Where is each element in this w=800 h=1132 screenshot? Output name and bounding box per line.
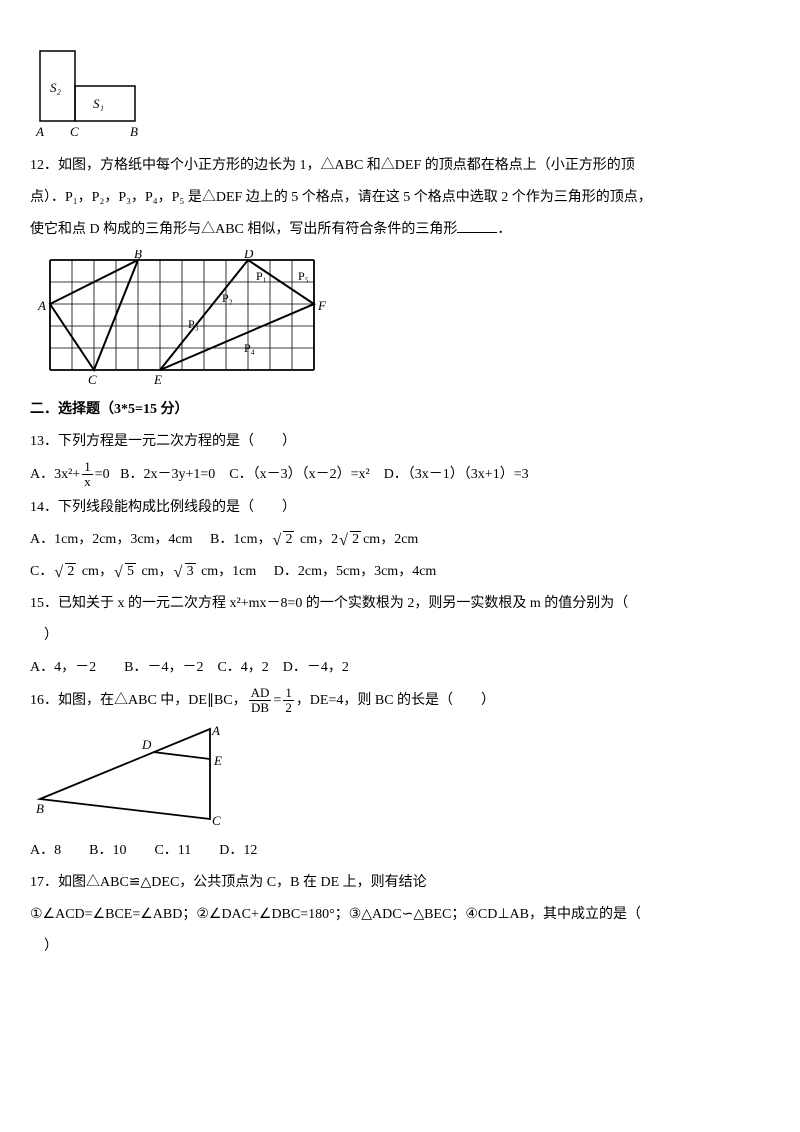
- section2-title: 二．选择题（3*5=15 分）: [30, 396, 770, 424]
- q15-text-b: ）: [30, 628, 58, 643]
- q16-f2n: 1: [283, 686, 294, 701]
- lbl-P1: P₁: [256, 269, 267, 283]
- q14-B-post: cm，2cm: [363, 532, 418, 547]
- q13-b: B．2x－3y+1=0: [120, 467, 215, 482]
- q12-text-d: ．: [497, 222, 511, 237]
- q16-text-b: ，DE=4，则 BC 的长是（ ）: [296, 693, 495, 708]
- lbl-D: D: [243, 250, 254, 261]
- q14-opts-ab: A．1cm，2cm，3cm，4cm B．1cm，2 cm，22cm，2cm: [30, 526, 770, 554]
- q17-line2: ①∠ACD=∠BCE=∠ABD；②∠DAC+∠DBC=180°；③△ADC∽△B…: [30, 901, 770, 929]
- q15-line1: 15．已知关于 x 的一元二次方程 x²+mx－8=0 的一个实数根为 2，则另…: [30, 590, 770, 618]
- q16-text-a: 如图，在△ABC 中，DE∥BC，: [58, 693, 247, 708]
- lbl-P4: P₄: [244, 341, 255, 355]
- q13-stem: 13．下列方程是一元二次方程的是（ ）: [30, 428, 770, 456]
- lbl-B: B: [36, 801, 44, 816]
- q14-num: 14．: [30, 500, 58, 515]
- q12-line3: 使它和点 D 构成的三角形与△ABC 相似，写出所有符合条件的三角形 ．: [30, 216, 770, 244]
- q13-num: 13．: [30, 434, 58, 449]
- q14-A: A．1cm，2cm，3cm，4cm: [30, 532, 193, 547]
- q15-opts-text: A．4，－2 B．－4，－2 C．4，2 D．－4，2: [30, 660, 349, 675]
- q13-opts: A．3x²+1x=0 B．2x－3y+1=0 C．（x－3）（x－2）=x² D…: [30, 460, 770, 490]
- q16-frac1: ADDB: [249, 686, 272, 716]
- q14-stem: 14．下列线段能构成比例线段的是（ ）: [30, 494, 770, 522]
- q13-c: C．（x－3）（x－2）=x²: [229, 467, 369, 482]
- q17-line1: 17．如图△ABC≌△DEC，公共顶点为 C，B 在 DE 上，则有结论: [30, 869, 770, 897]
- label-b: B: [130, 124, 138, 139]
- q17-text-b: ①∠ACD=∠BCE=∠ABD；②∠DAC+∠DBC=180°；③△ADC∽△B…: [30, 907, 655, 922]
- lbl-P2: P₂: [222, 291, 233, 305]
- sqrt-icon: 2: [55, 558, 76, 586]
- label-a: A: [35, 124, 44, 139]
- q14-c-r5: 5: [125, 563, 136, 579]
- q16-f2d: 2: [283, 701, 294, 715]
- q14-b-r2b: 2: [350, 531, 361, 547]
- lbl-A: A: [211, 723, 220, 738]
- q14-C-m1: cm，: [78, 564, 113, 579]
- lbl-C: C: [212, 813, 221, 828]
- label-s1: S₁: [93, 96, 104, 111]
- q12-text-c: 使它和点 D 构成的三角形与△ABC 相似，写出所有符合条件的三角形: [30, 222, 457, 237]
- q15-opts: A．4，－2 B．－4，－2 C．4，2 D．－4，2: [30, 654, 770, 682]
- figure-s1-s2: S₂ S₁ A C B: [30, 46, 160, 146]
- q14-text: 下列线段能构成比例线段的是（ ）: [58, 500, 296, 515]
- figure-q16-triangle: A B C D E: [30, 721, 250, 831]
- q12-line2: 点）．P₁，P₂，P₃，P₄，P₅ 是△DEF 边上的 5 个格点，请在这 5 …: [30, 184, 770, 212]
- q14-C-m3: cm，1cm: [198, 564, 257, 579]
- q16-eq: =: [273, 693, 281, 708]
- q13-text: 下列方程是一元二次方程的是（ ）: [58, 434, 296, 449]
- lbl-P3: P₃: [188, 317, 199, 331]
- q12-num: 12．: [30, 158, 58, 173]
- q16-frac2: 12: [283, 686, 294, 716]
- lbl-A: A: [37, 298, 46, 313]
- q14-C-pre: C．: [30, 564, 53, 579]
- sqrt-icon: 5: [115, 558, 136, 586]
- lbl-C: C: [88, 372, 97, 387]
- q15-num: 15．: [30, 596, 58, 611]
- label-c: C: [70, 124, 79, 139]
- q17-text-c: ）: [30, 939, 58, 954]
- q14-B-mid: cm，2: [296, 532, 338, 547]
- q17-text-a: 如图△ABC≌△DEC，公共顶点为 C，B 在 DE 上，则有结论: [58, 875, 427, 890]
- lbl-F: F: [317, 298, 327, 313]
- sqrt-icon: 2: [340, 526, 361, 554]
- q14-b-r2a: 2: [283, 531, 294, 547]
- lbl-D: D: [141, 737, 152, 752]
- lbl-E: E: [153, 372, 162, 387]
- q15-text-a: 已知关于 x 的一元二次方程 x²+mx－8=0 的一个实数根为 2，则另一实数…: [58, 596, 642, 611]
- sqrt-icon: 2: [273, 526, 294, 554]
- q16-num: 16．: [30, 693, 58, 708]
- q13-frac: 1x: [82, 460, 93, 490]
- q14-C-m2: cm，: [138, 564, 173, 579]
- q14-D: D．2cm，5cm，3cm，4cm: [274, 564, 437, 579]
- q12-line1: 12．如图，方格纸中每个小正方形的边长为 1，△ABC 和△DEF 的顶点都在格…: [30, 152, 770, 180]
- q17-line3: ）: [30, 933, 770, 961]
- q12-text-b: 点）．P₁，P₂，P₃，P₄，P₅ 是△DEF 边上的 5 个格点，请在这 5 …: [30, 190, 652, 205]
- q17-num: 17．: [30, 875, 58, 890]
- q16-opts-text: A．8 B．10 C．11 D．12: [30, 843, 257, 858]
- label-s2: S₂: [50, 80, 62, 95]
- q12-text-a: 如图，方格纸中每个小正方形的边长为 1，△ABC 和△DEF 的顶点都在格点上（…: [58, 158, 635, 173]
- q13-frac-num: 1: [82, 460, 93, 475]
- q15-line2: ）: [30, 622, 770, 650]
- lbl-E: E: [213, 753, 222, 768]
- lbl-P5: P₅: [298, 269, 309, 283]
- lbl-B: B: [134, 250, 142, 261]
- figure-q12-grid: A B C D E F P₁ P₂ P₃ P₄ P₅: [30, 250, 340, 390]
- q13-d: D．（3x－1）（3x+1）=3: [384, 467, 529, 482]
- q16-f1n: AD: [249, 686, 272, 701]
- q16-opts: A．8 B．10 C．11 D．12: [30, 837, 770, 865]
- q16-stem: 16．如图，在△ABC 中，DE∥BC，ADDB=12，DE=4，则 BC 的长…: [30, 686, 770, 716]
- q13-a-pre: A．3x²+: [30, 467, 80, 482]
- section2-title-text: 二．选择题（3*5=15 分）: [30, 402, 188, 417]
- q16-f1d: DB: [249, 701, 272, 715]
- sqrt-icon: 3: [175, 558, 196, 586]
- q14-c-r3: 3: [185, 563, 196, 579]
- q13-a-post: =0: [95, 467, 110, 482]
- q14-opts-cd: C．2 cm，5 cm，3 cm，1cm D．2cm，5cm，3cm，4cm: [30, 558, 770, 586]
- answer-blank: [457, 218, 497, 233]
- q14-c-r2: 2: [65, 563, 76, 579]
- q14-B-pre: B．1cm，: [210, 532, 271, 547]
- q13-frac-den: x: [82, 475, 93, 489]
